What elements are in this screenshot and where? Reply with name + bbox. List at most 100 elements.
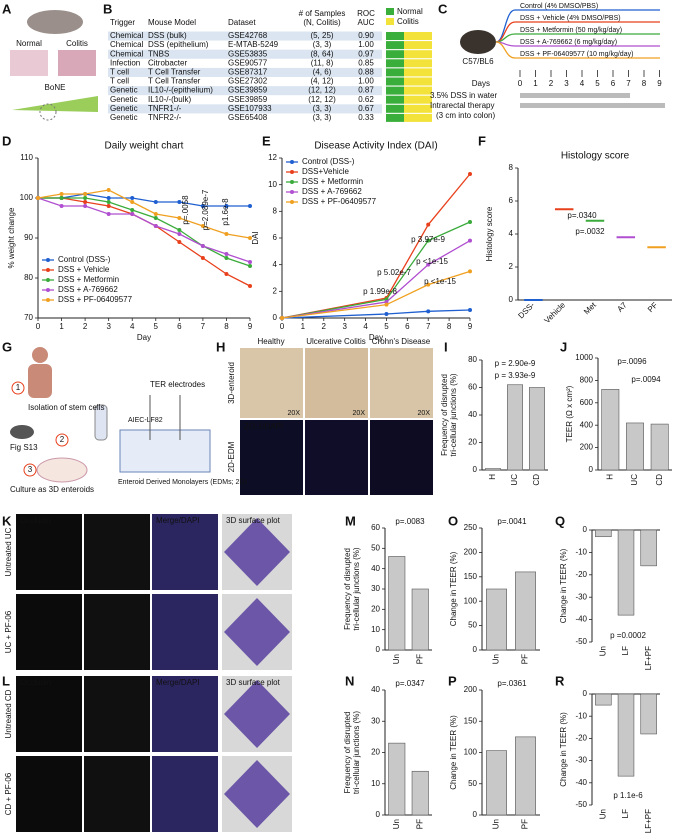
magnification: 20X — [418, 410, 431, 417]
annotation: p=.0041 — [497, 517, 527, 526]
table-cell: (12, 12) — [308, 86, 336, 95]
label: Enteroid Derived Monolayers (EDMs; 2D) — [118, 479, 247, 486]
y-tick-label: 600 — [580, 398, 594, 407]
bar — [506, 384, 523, 471]
y-tick-label: 4 — [509, 229, 514, 238]
label: C57/BL6 — [462, 57, 494, 66]
point — [177, 232, 182, 236]
y-tick-label: 30 — [371, 716, 380, 725]
table-header: Mouse Model — [148, 18, 196, 27]
point — [248, 260, 252, 264]
table-cell: IL10-/-(bulk) — [148, 95, 191, 104]
x-tick-label: 9 — [248, 322, 253, 331]
micrograph — [84, 594, 150, 670]
y-tick-label: 1000 — [575, 353, 593, 362]
label: Culture as 3D enteroids — [10, 485, 94, 494]
point — [426, 309, 431, 314]
y-tick-label: 200 — [580, 443, 594, 452]
panel-letter: O — [448, 513, 458, 528]
table-cell: GSE87317 — [228, 68, 268, 77]
panel-letter: L — [2, 673, 10, 688]
legend-label: DSS + PF-06409577 — [302, 197, 377, 206]
annotation: p 1.1e-6 — [613, 791, 643, 800]
y-tick-label: 80 — [468, 355, 477, 364]
bar — [486, 588, 507, 651]
bar — [388, 556, 406, 651]
y-tick-label: 100 — [464, 596, 478, 605]
y-axis-label: DAI — [251, 231, 260, 244]
strip-normal — [386, 104, 404, 113]
label: Normal — [16, 39, 42, 48]
point — [83, 196, 88, 200]
point — [153, 200, 158, 204]
micrograph — [16, 756, 82, 832]
x-tick-label: 8 — [224, 322, 229, 331]
legend-marker — [46, 278, 50, 282]
day-label: 5 — [595, 79, 600, 88]
y-tick-label: 0 — [589, 465, 594, 474]
dss-bar — [520, 93, 630, 98]
human-head — [32, 347, 48, 363]
legend-marker — [46, 268, 50, 272]
series-line — [37, 197, 251, 263]
y-axis-label: Change in TEER (%) — [449, 715, 458, 790]
column-label: Healthy — [257, 337, 284, 346]
x-tick-label: H — [605, 474, 614, 480]
column-label: 3D surface plot — [226, 516, 281, 525]
x-tick-label: UC — [630, 474, 639, 486]
transwell — [119, 429, 211, 473]
legend-label: Colitis — [397, 17, 419, 26]
point — [224, 272, 229, 276]
y-tick-label: 0 — [583, 525, 588, 534]
table-cell: GSE53835 — [228, 49, 268, 58]
day-label: 9 — [657, 79, 662, 88]
y-axis-label: tri-cellular junctions (%) — [449, 373, 458, 456]
annotation: p=.0347 — [395, 679, 425, 688]
column-label: Occludin — [20, 516, 51, 525]
series-line — [281, 270, 471, 319]
series-line — [281, 309, 471, 319]
point — [177, 216, 182, 220]
strip-normal — [386, 77, 404, 86]
label: AIEC-LF82 — [128, 417, 163, 424]
x-tick-label: CD — [532, 474, 541, 486]
micrograph — [152, 756, 218, 832]
row-band — [108, 104, 382, 114]
step-number: 3 — [28, 465, 33, 474]
therapy-bar — [520, 103, 665, 108]
strip-normal — [386, 59, 404, 68]
micrograph — [152, 676, 218, 752]
x-tick-label: LF — [621, 809, 630, 818]
day-label: 3 — [564, 79, 569, 88]
x-tick-label: Un — [492, 819, 501, 829]
label: Days — [472, 79, 490, 88]
x-tick-label: Un — [392, 654, 401, 664]
table-cell: E-MTAB-5249 — [228, 40, 279, 49]
point — [83, 192, 88, 196]
y-tick-label: 0 — [473, 465, 478, 474]
legend-marker — [290, 200, 294, 204]
y-tick-label: -40 — [575, 615, 587, 624]
bone-gradient — [12, 96, 98, 112]
point — [153, 224, 158, 228]
y-axis-label: Change in TEER (%) — [559, 712, 568, 787]
annotation: p=.0096 — [617, 357, 647, 366]
annotation: p=.0058 — [181, 195, 190, 225]
table-cell: 0.33 — [358, 113, 374, 122]
bar — [650, 423, 669, 471]
point — [106, 212, 111, 216]
table-cell: 1.00 — [358, 40, 374, 49]
legend-swatch — [386, 18, 394, 25]
table-cell: Chemical — [110, 40, 144, 49]
bar — [411, 770, 429, 816]
table-cell: GSE27302 — [228, 77, 268, 86]
group-label: DSS + Metformin (50 mg/kg/day) — [520, 27, 622, 34]
label: Isolation of stem cells — [28, 403, 104, 412]
x-tick-label: 7 — [201, 322, 206, 331]
annotation: p <1e-15 — [416, 257, 448, 266]
annotation: p = 2.90e-9 — [495, 359, 536, 368]
y-tick-label: 60 — [468, 383, 477, 392]
x-tick-label: 2 — [83, 322, 88, 331]
column-label: Merge/DAPI — [156, 678, 200, 687]
point — [248, 284, 252, 288]
